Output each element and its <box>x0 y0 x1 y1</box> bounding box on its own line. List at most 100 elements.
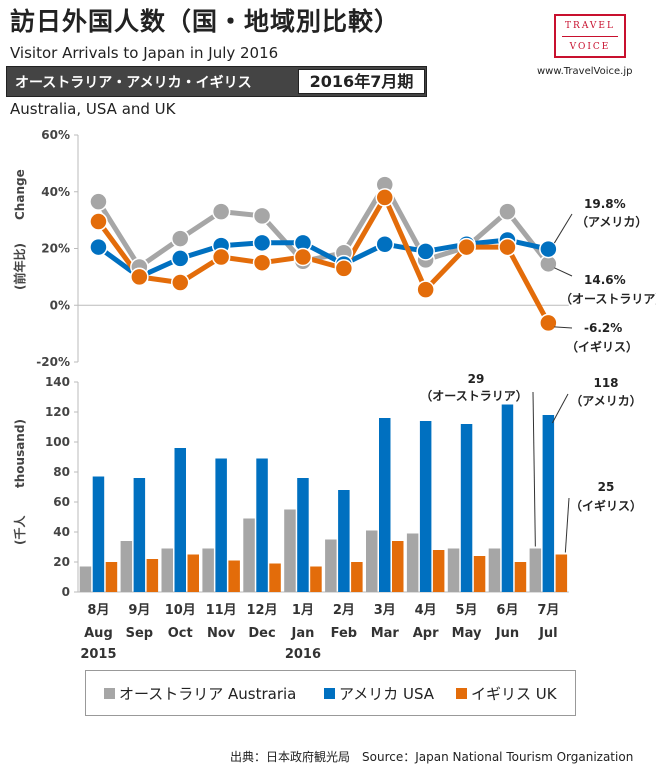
logo-bottom-text: VOICE <box>569 42 611 52</box>
line-point-usa <box>252 233 272 253</box>
x-tick-month-en: Jan <box>291 626 315 641</box>
line-annotation-leader <box>553 213 573 244</box>
bar-australia <box>529 548 542 592</box>
bar-usa <box>460 424 473 592</box>
bar-chart-tick-label: 80 <box>53 465 70 479</box>
bar-usa <box>297 478 309 592</box>
line-annotation-value: 14.6% <box>584 273 626 287</box>
x-tick-month-en: Feb <box>331 626 357 641</box>
bar-annotation-leader <box>551 393 569 424</box>
source-note: 出典：日本政府観光局 Source：Japan National Tourism… <box>230 750 634 764</box>
travelvoice-logo: TRAVEL VOICE <box>554 14 626 58</box>
legend-swatch-usa <box>324 688 335 699</box>
x-tick-month-en: Jun <box>495 626 519 641</box>
bar-uk <box>555 554 568 592</box>
x-tick-month-en: Dec <box>248 626 275 641</box>
x-tick-month: 6月 <box>496 603 518 618</box>
legend-swatch-australia <box>104 688 115 699</box>
bar-usa <box>92 476 105 592</box>
line-point-uk <box>211 247 231 267</box>
bar-annotation-leader <box>532 391 536 547</box>
legend-item-australia: オーストラリア Austraria <box>104 683 296 704</box>
x-tick-month: 7月 <box>537 603 559 618</box>
bar-uk <box>105 562 118 592</box>
bar-australia <box>488 548 501 592</box>
bar-uk <box>473 556 486 592</box>
bar-chart-tick-label: 20 <box>53 555 70 569</box>
x-tick-month-en: Oct <box>168 626 193 641</box>
line-point-uk <box>252 253 272 272</box>
line-point-uk <box>293 247 313 267</box>
x-tick-year: 2016 <box>285 647 321 662</box>
line-point-australia <box>211 202 231 221</box>
bar-uk <box>392 541 404 592</box>
bar-annotation-value: 29 <box>468 372 485 386</box>
bar-chart-tick-label: 60 <box>53 495 70 509</box>
line-annotation-leader <box>554 267 573 277</box>
line-point-uk <box>334 259 354 278</box>
banner: オーストラリア・アメリカ・イギリス 2016年7月期 <box>6 66 427 97</box>
site-url: www.TravelVoice.jp <box>537 66 633 77</box>
x-tick-month: 4月 <box>415 603 437 618</box>
x-tick-month-en: Jul <box>538 626 558 641</box>
x-tick-month-en: May <box>452 626 482 641</box>
logo-divider <box>562 36 618 37</box>
bar-chart-ylabel-en: thousand) <box>13 419 27 488</box>
line-chart-ylabel-en: Change <box>13 169 27 220</box>
bar-chart-ylabel-jp: (千人 <box>12 515 27 545</box>
bar-usa <box>542 415 555 592</box>
line-point-australia <box>89 192 108 211</box>
x-tick-month-en: Nov <box>207 626 236 641</box>
line-point-usa <box>89 237 108 257</box>
line-chart-ylabel-jp: (前年比) <box>12 243 27 290</box>
x-tick-year: 2015 <box>80 647 116 662</box>
line-point-usa <box>171 249 190 268</box>
line-annotation-label: （アメリカ） <box>576 214 647 229</box>
bar-usa <box>501 404 514 592</box>
line-chart-tick-label: 40% <box>41 185 70 199</box>
line-point-usa <box>416 242 435 261</box>
chart-area: -20% 0% 20% 40% 60% (前年比) Change 19.8% （アメリカ） 14.… <box>12 128 656 662</box>
legend-label-uk: イギリス UK <box>471 685 557 703</box>
logo-top-text: TRAVEL <box>565 21 615 31</box>
x-tick-month-en: Mar <box>371 626 400 641</box>
bar-annotation-value: 118 <box>593 376 618 390</box>
x-tick-month: 11月 <box>206 603 237 618</box>
line-series-uk <box>96 194 551 324</box>
bar-chart-tick-label: 0 <box>62 585 70 599</box>
banner-period: 2016年7月期 <box>298 69 425 94</box>
bar-annotation-label: （アメリカ） <box>570 393 641 408</box>
legend-item-uk: イギリス UK <box>456 683 557 704</box>
legend-label-usa: アメリカ USA <box>339 685 435 703</box>
line-point-australia <box>252 206 272 226</box>
x-tick-month: 10月 <box>165 603 196 618</box>
bar-uk <box>269 563 281 592</box>
line-annotation-label: （オーストラリア） <box>560 291 656 306</box>
line-point-usa <box>375 234 394 254</box>
x-tick-month-en: Apr <box>413 626 439 641</box>
line-chart-tick-label: 0% <box>50 298 70 312</box>
legend-label-australia: オーストラリア Austraria <box>119 685 297 703</box>
bar-australia <box>202 548 214 592</box>
banner-label: オーストラリア・アメリカ・イギリス <box>15 75 252 91</box>
x-tick-month-en: Sep <box>126 626 154 641</box>
line-point-uk <box>130 267 149 287</box>
line-annotation-value: 19.8% <box>584 197 626 211</box>
page-subtitle: Visitor Arrivals to Japan in July 2016 <box>10 44 279 62</box>
line-point-australia <box>498 202 517 221</box>
bar-australia <box>325 539 337 592</box>
bar-australia <box>120 541 133 592</box>
bar-australia <box>284 509 296 592</box>
bar-uk <box>514 562 527 592</box>
bar-uk <box>351 562 363 592</box>
bar-chart-tick-label: 120 <box>45 405 70 419</box>
line-chart-tick-label: 20% <box>41 242 70 256</box>
region-label: Australia, USA and UK <box>10 100 176 118</box>
bar-annotation-label: （イギリス） <box>570 498 642 513</box>
bar-australia <box>447 548 460 592</box>
line-annotation-leader <box>554 326 573 329</box>
legend-item-usa: アメリカ USA <box>324 683 434 704</box>
bar-uk <box>310 566 322 592</box>
x-tick-month: 5月 <box>456 603 478 618</box>
x-tick-month: 3月 <box>374 603 396 618</box>
